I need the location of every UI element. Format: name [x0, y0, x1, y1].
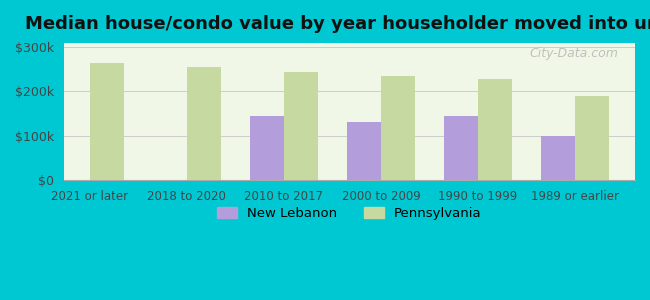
Bar: [575, 96, 609, 180]
Bar: [381, 76, 415, 180]
Bar: [444, 116, 478, 180]
Bar: [284, 72, 318, 180]
Bar: [250, 116, 284, 180]
Bar: [347, 122, 381, 180]
Title: Median house/condo value by year householder moved into unit: Median house/condo value by year househo…: [25, 15, 650, 33]
Bar: [541, 136, 575, 180]
Legend: New Lebanon, Pennsylvania: New Lebanon, Pennsylvania: [212, 201, 487, 225]
Bar: [187, 67, 221, 180]
Bar: [478, 79, 512, 180]
Bar: [90, 63, 124, 180]
Text: City-Data.com: City-Data.com: [529, 47, 618, 60]
